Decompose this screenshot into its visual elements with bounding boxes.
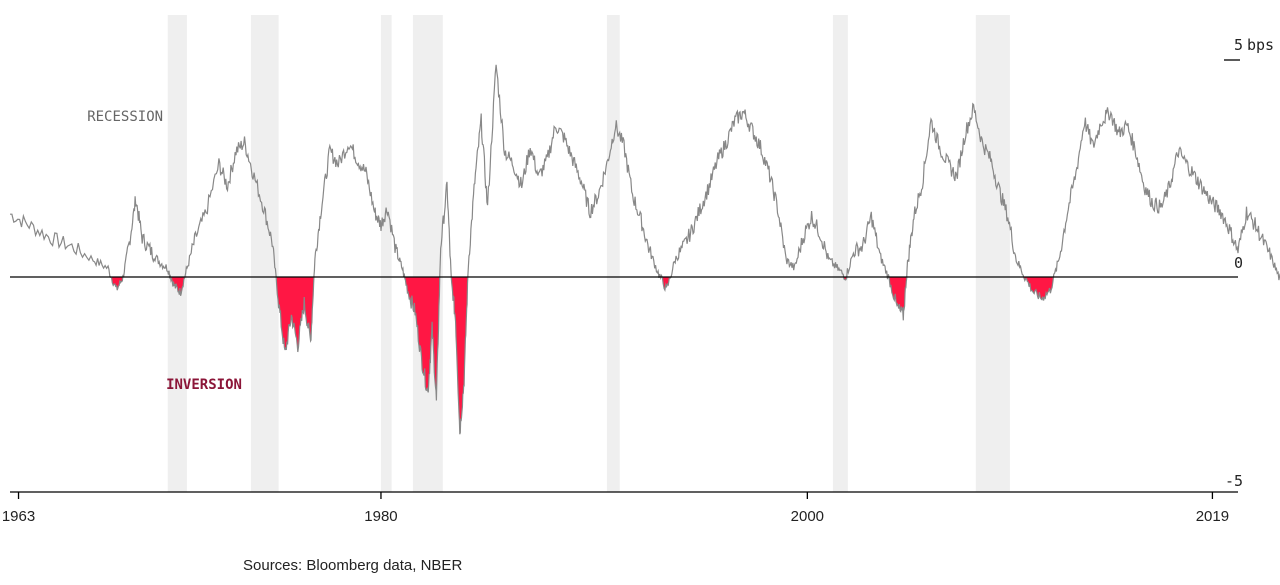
recession-band: [975, 15, 1010, 492]
recession-bands: [167, 15, 1010, 492]
y-unit-label: bps: [1247, 36, 1274, 54]
recession-band: [167, 15, 187, 492]
x-tick-label: 1963: [2, 508, 35, 525]
y-tick-label: 5: [1234, 36, 1243, 54]
inversion-area: [276, 277, 314, 352]
x-tick-label: 2019: [1196, 508, 1229, 525]
recession-band: [412, 15, 443, 492]
recession-band: [832, 15, 848, 492]
chart-annotations: RECESSION INVERSION: [87, 109, 242, 393]
inversion-fill: [110, 277, 1053, 435]
inversion-area: [889, 277, 907, 321]
source-note: Sources: Bloomberg data, NBER: [243, 557, 463, 574]
x-tick-label: 1980: [364, 508, 397, 525]
y-tick-label: 0: [1234, 254, 1243, 272]
annotation-label: RECESSION: [87, 109, 163, 125]
x-axis-ticks: 1963 1980 2000 2019: [2, 492, 1229, 525]
spread-series-line: [10, 64, 1280, 435]
y-tick-label: -5: [1225, 472, 1243, 490]
recession-band: [380, 15, 392, 492]
annotation-label: INVERSION: [166, 377, 242, 393]
inversion-area: [110, 277, 123, 291]
recession-band: [606, 15, 620, 492]
y-axis-ticks: 5 0 -5 bps: [1225, 36, 1274, 490]
x-tick-label: 2000: [791, 508, 824, 525]
